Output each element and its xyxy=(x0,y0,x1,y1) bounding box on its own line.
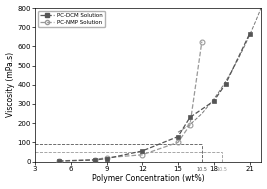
Y-axis label: Viscosity (mPa.s): Viscosity (mPa.s) xyxy=(6,52,15,117)
Text: 10.5: 10.5 xyxy=(217,167,227,172)
X-axis label: Polymer Concentration (wt%): Polymer Concentration (wt%) xyxy=(92,174,205,184)
Text: 10.5: 10.5 xyxy=(197,167,207,172)
Legend: PC-DCM Solution, PC-NMP Solution: PC-DCM Solution, PC-NMP Solution xyxy=(38,11,105,27)
